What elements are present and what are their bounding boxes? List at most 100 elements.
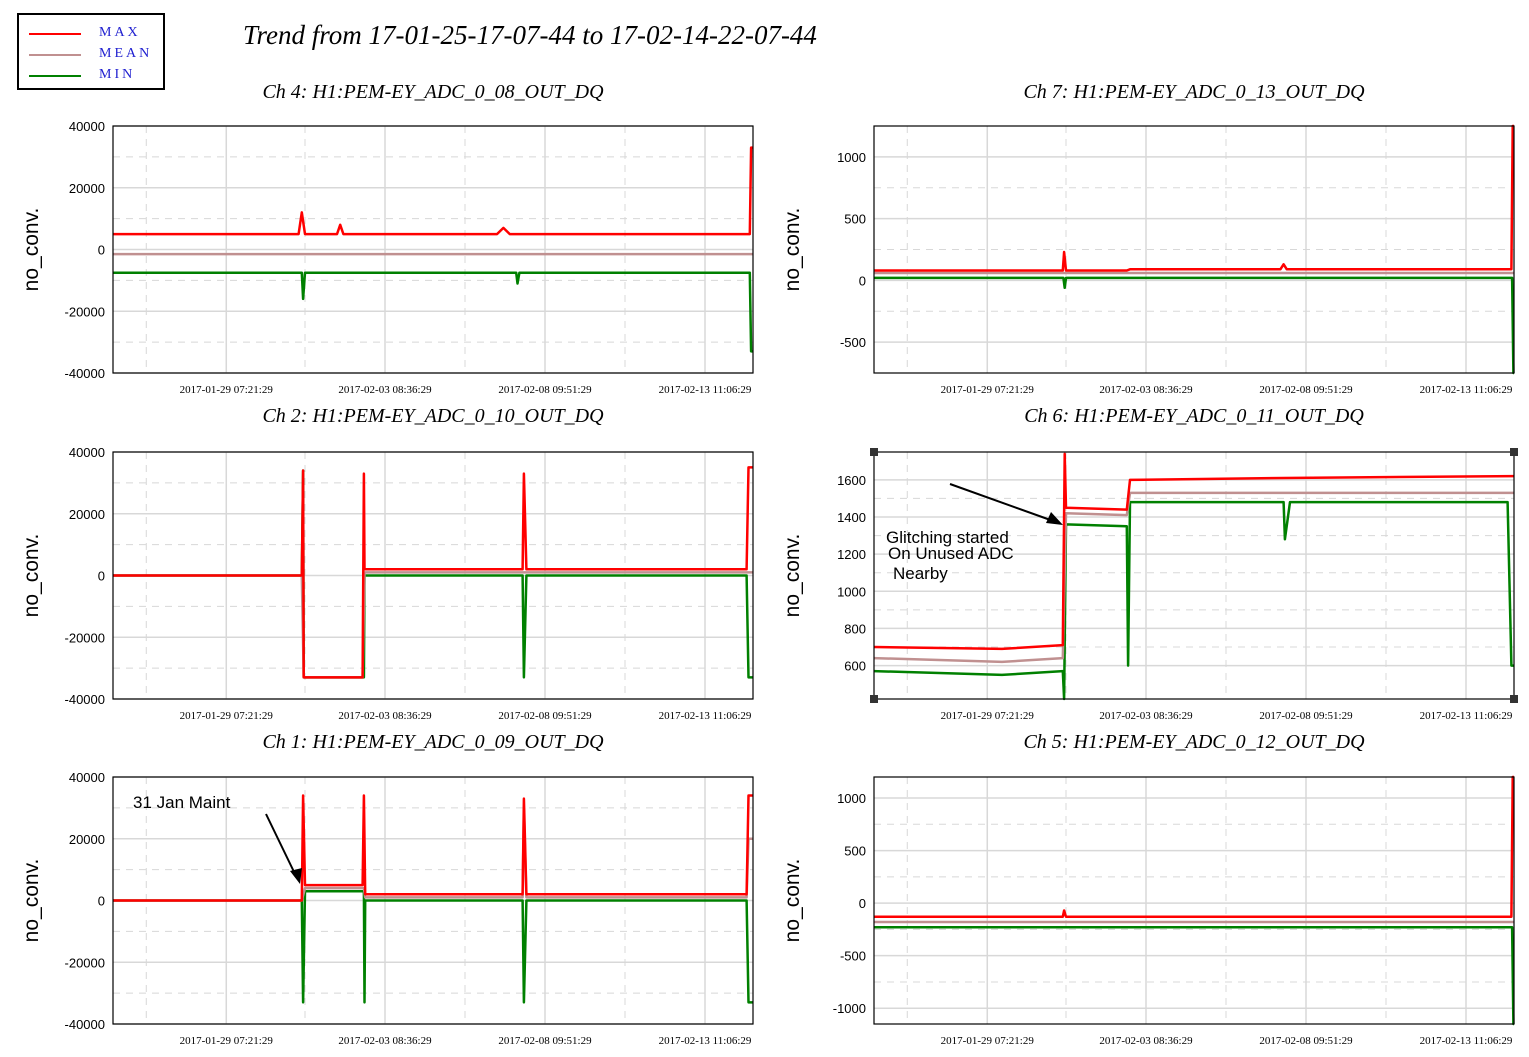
legend-item-min: MIN bbox=[29, 66, 159, 86]
annotation-arrow bbox=[265, 813, 297, 877]
y-tick-label: 40000 bbox=[69, 119, 105, 134]
y-tick-label: 20000 bbox=[69, 832, 105, 847]
page-title: Trend from 17-01-25-17-07-44 to 17-02-14… bbox=[243, 20, 817, 50]
y-tick-label: 500 bbox=[844, 212, 866, 227]
y-tick-label: 1000 bbox=[837, 584, 866, 599]
x-tick-label: 2017-02-13 11:06:29 bbox=[1420, 710, 1513, 722]
legend-item-mean: MEAN bbox=[29, 45, 159, 65]
y-tick-label: -20000 bbox=[65, 630, 105, 645]
x-tick-label: 2017-02-08 09:51:29 bbox=[1259, 1035, 1353, 1047]
y-axis-label-ch6: no_conv. bbox=[781, 534, 804, 618]
chart-ch4: -40000 -20000 0 20000 40000 2017-01-29 07:21:… bbox=[20, 119, 754, 396]
series-max-ch1 bbox=[113, 794, 753, 902]
chart-ch5: -1000 -500 0 500 1000 2017-01-29 07:21:29 2017… bbox=[781, 775, 1515, 1047]
x-tick-label: 2017-02-03 08:36:29 bbox=[1099, 384, 1193, 396]
y-tick-label: 500 bbox=[844, 844, 866, 859]
annotation-text: Nearby bbox=[893, 564, 948, 583]
x-tick-label: 2017-02-08 09:51:29 bbox=[498, 384, 592, 396]
x-tick-label: 2017-02-13 11:06:29 bbox=[659, 1035, 752, 1047]
x-tick-label: 2017-02-13 11:06:29 bbox=[1420, 1035, 1513, 1047]
y-tick-label: 20000 bbox=[69, 507, 105, 522]
x-tick-label: 2017-01-29 07:21:29 bbox=[180, 384, 274, 396]
y-tick-label: 1000 bbox=[837, 150, 866, 165]
y-tick-label: -500 bbox=[840, 335, 866, 350]
legend-label-min: MIN bbox=[99, 67, 136, 82]
legend: MAX MEAN MIN bbox=[17, 13, 165, 90]
x-tick-label: 2017-02-03 08:36:29 bbox=[1099, 1035, 1193, 1047]
y-tick-label: -40000 bbox=[65, 366, 105, 381]
series-max-ch7 bbox=[874, 124, 1514, 272]
annotation-arrow bbox=[949, 483, 1057, 523]
legend-item-max: MAX bbox=[29, 24, 159, 44]
y-tick-label: -500 bbox=[840, 949, 866, 964]
y-tick-label: -40000 bbox=[65, 692, 105, 707]
resize-handle[interactable] bbox=[1510, 448, 1518, 456]
legend-swatch-max bbox=[29, 33, 81, 35]
y-tick-label: 1400 bbox=[837, 510, 866, 525]
x-tick-label: 2017-01-29 07:21:29 bbox=[180, 1035, 274, 1047]
y-tick-label: -20000 bbox=[65, 955, 105, 970]
resize-handle[interactable] bbox=[1510, 695, 1518, 703]
x-tick-label: 2017-02-13 11:06:29 bbox=[1420, 384, 1513, 396]
plot-frame-ch2 bbox=[112, 451, 754, 700]
chart-ch1: -40000 -20000 0 20000 40000 2017-01-29 07:21:… bbox=[20, 770, 754, 1047]
x-tick-label: 2017-02-03 08:36:29 bbox=[1099, 710, 1193, 722]
x-tick-label: 2017-02-08 09:51:29 bbox=[498, 1035, 592, 1047]
annotation-text: Glitching started bbox=[886, 528, 1009, 547]
x-tick-label: 2017-02-03 08:36:29 bbox=[338, 710, 432, 722]
resize-handle[interactable] bbox=[870, 448, 878, 456]
series-max-ch4 bbox=[113, 146, 753, 236]
y-axis-label-ch4: no_conv. bbox=[20, 208, 43, 292]
x-tick-label: 2017-02-13 11:06:29 bbox=[659, 384, 752, 396]
chart-title-ch7: Ch 7: H1:PEM-EY_ADC_0_13_OUT_DQ bbox=[1023, 81, 1365, 103]
legend-swatch-min bbox=[29, 75, 81, 77]
y-tick-label: 40000 bbox=[69, 770, 105, 785]
chart-title-ch2: Ch 2: H1:PEM-EY_ADC_0_10_OUT_DQ bbox=[262, 405, 604, 427]
y-tick-label: 0 bbox=[859, 273, 866, 288]
series-mean-ch6 bbox=[873, 491, 1514, 664]
y-axis-label-ch1: no_conv. bbox=[20, 859, 43, 943]
arrow-head-icon bbox=[1046, 512, 1063, 525]
x-tick-label: 2017-01-29 07:21:29 bbox=[941, 1035, 1035, 1047]
annotation-text: On Unused ADC bbox=[888, 544, 1014, 563]
plot-frame-ch7 bbox=[873, 125, 1515, 374]
x-tick-label: 2017-01-29 07:21:29 bbox=[941, 384, 1035, 396]
y-tick-label: 600 bbox=[844, 659, 866, 674]
y-tick-label: 1600 bbox=[837, 473, 866, 488]
x-tick-label: 2017-02-03 08:36:29 bbox=[338, 384, 432, 396]
legend-label-mean: MEAN bbox=[99, 46, 153, 61]
plot-frame-ch5 bbox=[873, 776, 1515, 1025]
x-tick-label: 2017-02-08 09:51:29 bbox=[498, 710, 592, 722]
y-tick-label: -40000 bbox=[65, 1017, 105, 1032]
x-tick-label: 2017-01-29 07:21:29 bbox=[941, 710, 1035, 722]
y-tick-label: 0 bbox=[859, 896, 866, 911]
y-axis-label-ch2: no_conv. bbox=[20, 534, 43, 618]
x-tick-label: 2017-02-08 09:51:29 bbox=[1259, 710, 1353, 722]
resize-handle[interactable] bbox=[870, 695, 878, 703]
y-tick-label: 0 bbox=[98, 894, 105, 909]
y-tick-label: 0 bbox=[98, 243, 105, 258]
y-tick-label: 800 bbox=[844, 621, 866, 636]
arrow-head-icon bbox=[290, 868, 302, 884]
y-axis-label-ch7: no_conv. bbox=[781, 208, 804, 292]
x-tick-label: 2017-02-03 08:36:29 bbox=[338, 1035, 432, 1047]
series-max-ch2 bbox=[113, 466, 753, 679]
x-tick-label: 2017-02-08 09:51:29 bbox=[1259, 384, 1353, 396]
chart-title-ch6: Ch 6: H1:PEM-EY_ADC_0_11_OUT_DQ bbox=[1024, 405, 1364, 427]
series-min-ch6 bbox=[873, 500, 1514, 701]
y-tick-label: 40000 bbox=[69, 445, 105, 460]
plot-frame-ch4 bbox=[112, 125, 754, 374]
y-tick-label: 1200 bbox=[837, 547, 866, 562]
chart-ch7: -500 0 500 1000 2017-01-29 07:21:29 2017-02-0… bbox=[781, 124, 1515, 396]
series-max-ch6 bbox=[873, 452, 1514, 651]
y-axis-label-ch5: no_conv. bbox=[781, 859, 804, 943]
annotation-text: 31 Jan Maint bbox=[133, 793, 231, 812]
series-min-ch4 bbox=[113, 271, 753, 353]
plot-frame-ch6 bbox=[873, 451, 1515, 700]
chart-title-ch5: Ch 5: H1:PEM-EY_ADC_0_12_OUT_DQ bbox=[1023, 731, 1365, 753]
chart-ch6: 600 800 1000 1200 1400 1600 2017-01-29 07:21:2… bbox=[781, 448, 1518, 722]
x-tick-label: 2017-02-13 11:06:29 bbox=[659, 710, 752, 722]
plot-area-ch5 bbox=[874, 777, 1514, 1024]
plot-frame-ch1 bbox=[112, 776, 754, 1025]
